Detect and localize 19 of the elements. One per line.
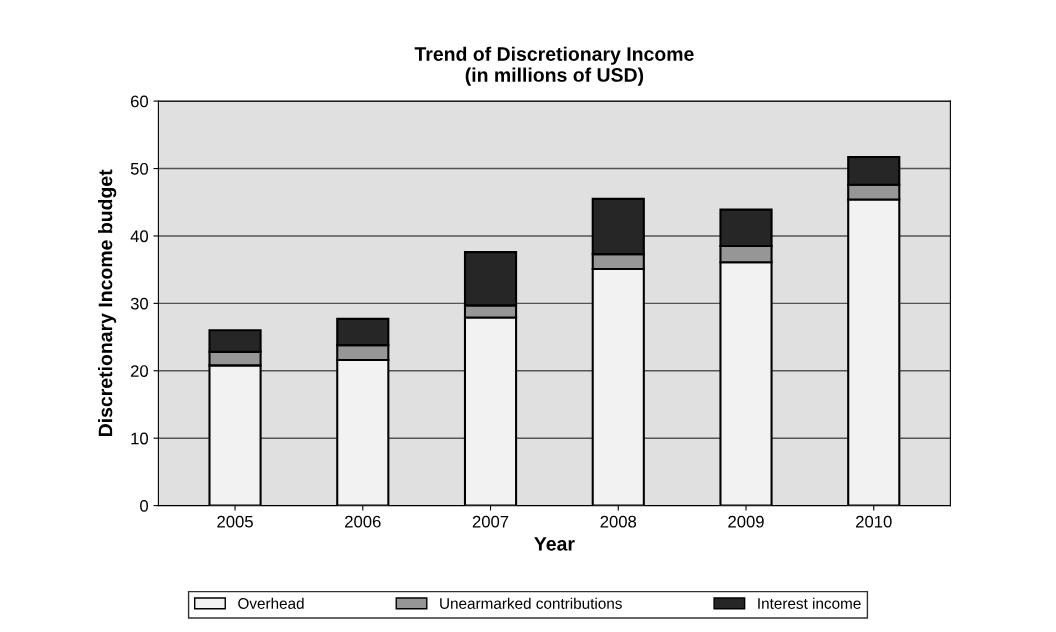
y-tick-label: 20 bbox=[130, 365, 149, 377]
legend-label: Interest income bbox=[758, 597, 861, 609]
y-tick-label: 40 bbox=[130, 230, 149, 243]
x-tick-label: 2009 bbox=[728, 515, 764, 528]
x-tick-label: 2008 bbox=[600, 515, 637, 528]
y-axis-title: Discretionary Income budget bbox=[98, 169, 117, 437]
y-tick-label: 60 bbox=[130, 95, 149, 108]
y-tick-label: 0 bbox=[140, 500, 149, 512]
legend-label: Unearmarked contributions bbox=[440, 597, 622, 609]
x-axis-title: Year bbox=[534, 537, 575, 551]
chart-title: Trend of Discretionary Income (in millions of USD) bbox=[414, 46, 694, 86]
x-tick-label: 2007 bbox=[472, 515, 509, 528]
y-tick-label: 30 bbox=[130, 297, 149, 310]
x-tick-label: 2006 bbox=[345, 515, 381, 528]
x-tick-label: 2010 bbox=[856, 515, 892, 528]
y-tick-label: 50 bbox=[130, 162, 149, 175]
y-tick-label: 10 bbox=[131, 432, 149, 445]
x-tick-label: 2005 bbox=[217, 515, 253, 528]
legend-label: Overhead bbox=[238, 597, 304, 609]
